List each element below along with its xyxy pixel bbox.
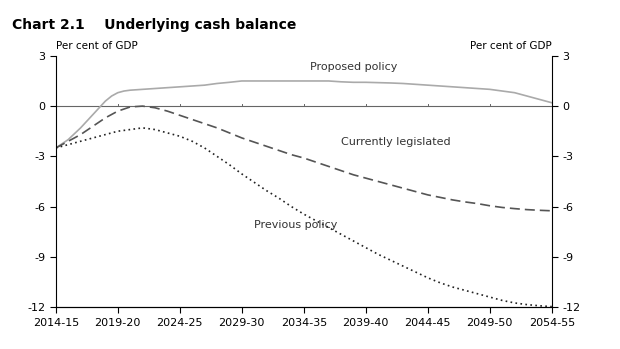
Text: Chart 2.1    Underlying cash balance: Chart 2.1 Underlying cash balance xyxy=(12,18,297,32)
Text: Previous policy: Previous policy xyxy=(254,220,337,230)
Text: Per cent of GDP: Per cent of GDP xyxy=(56,41,138,51)
Text: Currently legislated: Currently legislated xyxy=(341,136,451,147)
Text: Per cent of GDP: Per cent of GDP xyxy=(470,41,552,51)
Text: Proposed policy: Proposed policy xyxy=(310,62,397,72)
